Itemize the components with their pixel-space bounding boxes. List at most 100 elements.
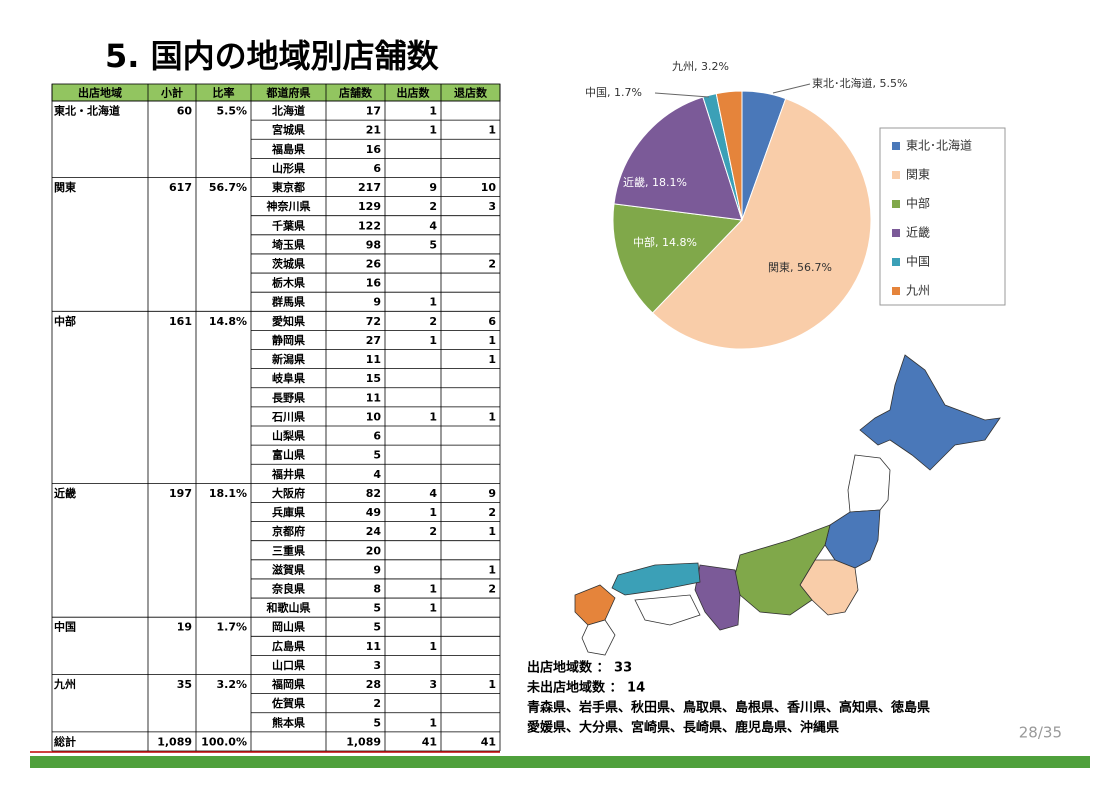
table-cell: 19 bbox=[177, 621, 192, 634]
table-cell: 72 bbox=[366, 315, 381, 328]
table-cell: 5 bbox=[373, 716, 381, 729]
legend-swatch bbox=[892, 200, 900, 208]
table-cell: 福井県 bbox=[271, 467, 305, 481]
table-cell: 1 bbox=[488, 525, 496, 538]
table-cell: 1 bbox=[488, 563, 496, 576]
table-cell: 福岡県 bbox=[271, 677, 305, 691]
data-label: 近畿, 18.1% bbox=[623, 175, 687, 189]
table-cell: 1 bbox=[429, 334, 437, 347]
table-cell: 24 bbox=[366, 525, 382, 538]
data-label: 九州, 3.2% bbox=[672, 60, 729, 73]
table-cell: 11 bbox=[366, 640, 381, 653]
table-cell: 中部 bbox=[54, 314, 76, 328]
table-cell: 6 bbox=[488, 315, 496, 328]
table-cell: 1 bbox=[488, 353, 496, 366]
table-cell: 三重県 bbox=[272, 543, 305, 557]
table-cell: 石川県 bbox=[271, 410, 305, 423]
table-cell: 41 bbox=[422, 735, 437, 748]
table-cell: 3 bbox=[373, 659, 381, 672]
map-tohoku bbox=[847, 454, 891, 513]
table-cell: 和歌山県 bbox=[267, 601, 311, 615]
note-line: 未出店地域数 ： 14 bbox=[526, 680, 645, 696]
table-cell: 京都府 bbox=[272, 524, 305, 538]
table-cell: 福島県 bbox=[271, 142, 305, 156]
table-cell: 35 bbox=[177, 678, 192, 691]
column-header: 比率 bbox=[213, 86, 235, 100]
legend-label: 東北･北海道 bbox=[906, 138, 972, 153]
table-cell: 9 bbox=[429, 181, 437, 194]
table-cell: 56.7% bbox=[209, 181, 247, 194]
legend-label: 中部 bbox=[906, 196, 930, 211]
table-cell: 神奈川県 bbox=[267, 199, 311, 213]
legend-box bbox=[879, 127, 1006, 306]
data-label: 関東, 56.7% bbox=[768, 261, 832, 274]
note-line: 愛媛県、大分県、宮崎県、長崎県、鹿児島県、沖縄県 bbox=[527, 720, 839, 736]
leader bbox=[654, 92, 710, 98]
table-cell: 佐賀県 bbox=[271, 696, 305, 710]
column-header: 都道府県 bbox=[266, 86, 311, 100]
table-cell: 1 bbox=[429, 602, 437, 615]
table-cell: 関東 bbox=[54, 180, 77, 194]
table-cell: 15 bbox=[366, 372, 381, 385]
table-cell: 11 bbox=[366, 391, 381, 404]
table-cell: 1,089 bbox=[346, 735, 381, 748]
table-cell: 6 bbox=[373, 430, 381, 443]
table-cell: 愛知県 bbox=[272, 314, 305, 328]
table-cell: 4 bbox=[429, 219, 437, 232]
table-cell: 近畿 bbox=[54, 486, 76, 500]
pie-slice bbox=[651, 97, 872, 350]
legend-swatch bbox=[892, 287, 900, 295]
table-cell: 東北・北海道 bbox=[54, 104, 120, 118]
table-cell: 27 bbox=[366, 334, 381, 347]
table-cell: 広島県 bbox=[272, 639, 305, 653]
table-cell: 東京都 bbox=[272, 180, 305, 194]
table-cell: 16 bbox=[366, 143, 382, 156]
table-cell: 1 bbox=[488, 124, 496, 137]
map-tohoku-blue bbox=[824, 509, 881, 569]
table-cell: 2 bbox=[373, 697, 381, 710]
table-cell: 41 bbox=[481, 735, 496, 748]
table-cell: 岐阜県 bbox=[272, 371, 305, 385]
table-cell: 8 bbox=[373, 583, 381, 596]
table-cell: 九州 bbox=[53, 677, 76, 691]
table-cell: 新潟県 bbox=[272, 352, 305, 366]
table-cell: 3 bbox=[488, 200, 496, 213]
table-cell: 28 bbox=[366, 678, 381, 691]
column-header: 出店数 bbox=[397, 86, 431, 100]
table-cell: 千葉県 bbox=[272, 218, 305, 232]
map-shikoku bbox=[634, 594, 701, 626]
table-cell: 5 bbox=[373, 621, 381, 634]
table-cell: 3 bbox=[429, 678, 437, 691]
table-cell: 2 bbox=[429, 200, 437, 213]
legend-label: 関東 bbox=[906, 168, 930, 182]
table-cell: 長野県 bbox=[272, 391, 305, 404]
pie-chart: 東北･北海道, 5.5% 関東, 56.7% 中部, 14.8% 近畿, 18.1% 中… bbox=[585, 60, 1006, 350]
table-cell: 11 bbox=[366, 353, 381, 366]
column-header: 小計 bbox=[160, 86, 183, 100]
table-cell: 5 bbox=[373, 602, 381, 615]
column-header: 出店地域 bbox=[78, 86, 122, 100]
table-cell: 9 bbox=[488, 487, 496, 500]
table-cell: 静岡県 bbox=[272, 333, 305, 347]
map-hokkaido bbox=[859, 354, 1001, 471]
table-cell: 21 bbox=[366, 124, 381, 137]
legend-swatch bbox=[892, 229, 900, 237]
column-header: 店舗数 bbox=[339, 86, 373, 100]
table-cell: 富山県 bbox=[272, 448, 305, 462]
legend-swatch bbox=[892, 258, 900, 266]
note-line: 青森県、岩手県、秋田県、鳥取県、島根県、香川県、高知県、徳島県 bbox=[527, 700, 930, 716]
page-number: 28/35 bbox=[1019, 724, 1062, 742]
slide-title: 5. 国内の地域別店舗数 bbox=[105, 37, 440, 75]
map-kyushu bbox=[574, 584, 616, 626]
table-cell: 2 bbox=[488, 258, 496, 271]
legend-label: 九州 bbox=[906, 284, 930, 298]
table-cell: 9 bbox=[373, 563, 381, 576]
table-cell: 山梨県 bbox=[272, 429, 305, 443]
table-cell: 総計 bbox=[54, 734, 76, 748]
table-cell: 17 bbox=[366, 105, 381, 118]
table-cell: 2 bbox=[488, 583, 496, 596]
pie-slice bbox=[715, 90, 743, 221]
table-cell: 1 bbox=[488, 410, 496, 423]
